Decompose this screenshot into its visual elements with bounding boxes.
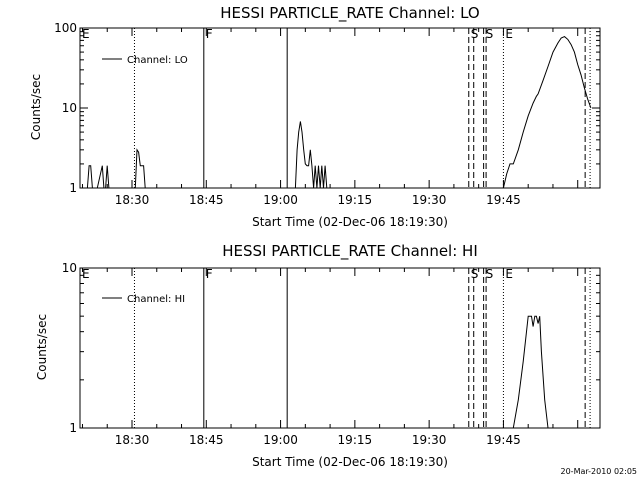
x-axis-label-lo: Start Time (02-Dec-06 18:19:30) xyxy=(252,215,448,229)
y-tick-label-lo-0: 1 xyxy=(69,181,77,195)
x-tick-label-hi-2: 19:00 xyxy=(263,433,298,447)
x-tick-label-lo-5: 19:45 xyxy=(486,193,521,207)
y-tick-label-hi-1: 10 xyxy=(62,261,77,275)
x-tick-label-lo-2: 19:00 xyxy=(263,193,298,207)
event-marker-label-lo-8: E xyxy=(505,27,513,41)
event-marker-label-hi-4: S xyxy=(471,267,479,281)
x-tick-label-lo-3: 19:15 xyxy=(338,193,373,207)
x-tick-label-hi-1: 18:45 xyxy=(189,433,224,447)
chart-title-lo: HESSI PARTICLE_RATE Channel: LO xyxy=(220,4,479,23)
y-tick-label-lo-2: 100 xyxy=(54,21,77,35)
x-axis-label-hi: Start Time (02-Dec-06 18:19:30) xyxy=(252,455,448,469)
x-tick-label-hi-5: 19:45 xyxy=(486,433,521,447)
y-axis-label-hi: Counts/sec xyxy=(35,314,49,380)
event-marker-label-lo-0: E xyxy=(82,27,90,41)
x-tick-label-lo-1: 18:45 xyxy=(189,193,224,207)
x-tick-label-hi-4: 19:30 xyxy=(412,433,447,447)
footer-timestamp: 20-Mar-2010 02:05 xyxy=(561,467,638,476)
series-line-lo-0 xyxy=(86,36,592,189)
event-marker-label-hi-6: S xyxy=(486,267,494,281)
event-marker-label-lo-4: S xyxy=(471,27,479,41)
y-tick-label-hi-0: 1 xyxy=(69,421,77,435)
y-axis-label-lo: Counts/sec xyxy=(29,74,43,140)
legend-label-lo: Channel: LO xyxy=(127,55,188,66)
event-marker-label-hi-8: E xyxy=(505,267,513,281)
x-tick-label-lo-4: 19:30 xyxy=(412,193,447,207)
event-marker-label-lo-2: F xyxy=(206,27,213,41)
x-tick-label-lo-0: 18:30 xyxy=(115,193,150,207)
event-marker-label-hi-2: F xyxy=(206,267,213,281)
x-tick-label-hi-0: 18:30 xyxy=(115,433,150,447)
event-marker-label-hi-0: E xyxy=(82,267,90,281)
chart-title-hi: HESSI PARTICLE_RATE Channel: HI xyxy=(222,242,478,261)
y-tick-label-lo-1: 10 xyxy=(62,101,77,115)
legend-label-hi: Channel: HI xyxy=(127,294,185,305)
series-line-hi-0 xyxy=(512,315,549,429)
x-tick-label-hi-3: 19:15 xyxy=(338,433,373,447)
event-marker-label-lo-6: S xyxy=(486,27,494,41)
plot-frame-hi xyxy=(79,267,601,429)
